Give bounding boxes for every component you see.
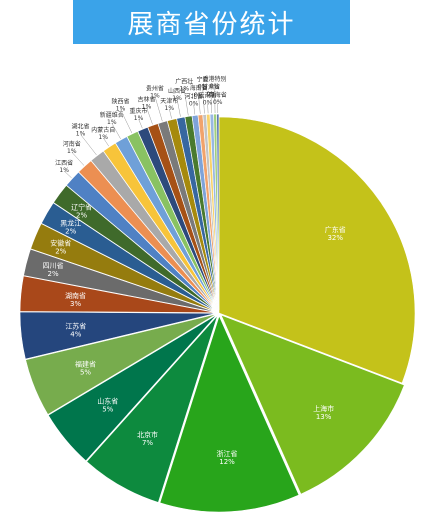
slice-name-label-23: 广西壮 — [175, 78, 193, 86]
slice-name-label-10: 黑龙江 — [60, 219, 81, 228]
slice-name-label-30: 青海省 — [209, 91, 227, 99]
slice-name-label-27: 云南省 — [199, 91, 217, 99]
slice-percent-label-13: 1% — [67, 148, 77, 155]
slice-name-label-11: 辽宁省 — [71, 202, 92, 211]
slice-percent-label-10: 2% — [65, 228, 76, 236]
slice-name-label-12: 江西省 — [55, 159, 73, 167]
slice-name-label-16: 新疆维吾 — [100, 111, 124, 119]
slice-name-label-24: 河北省 — [185, 93, 203, 101]
leader-line-22 — [176, 99, 181, 117]
leader-line-21 — [169, 108, 172, 119]
slice-percent-label-3: 7% — [142, 439, 153, 447]
slice-percent-label-7: 3% — [70, 300, 81, 308]
slice-percent-label-16: 1% — [107, 119, 117, 126]
slice-percent-label-26: 0% — [198, 84, 208, 91]
slice-percent-label-9: 2% — [55, 248, 66, 256]
slice-percent-label-19: 1% — [142, 103, 152, 110]
pie-slice-1 — [220, 314, 405, 495]
leader-line-19 — [146, 107, 153, 125]
slice-percent-label-24: 0% — [189, 101, 199, 108]
pie-slice-7 — [19, 275, 217, 314]
slice-percent-label-8: 2% — [48, 270, 59, 278]
slice-name-label-22: 山西省 — [168, 87, 186, 95]
slice-percent-label-12: 1% — [59, 167, 69, 174]
pie-slice-3 — [86, 315, 218, 503]
slice-percent-label-0: 32% — [327, 234, 343, 242]
slice-name-label-28: 甘肃省 — [202, 83, 220, 91]
slice-name-label-6: 江苏省 — [65, 321, 86, 330]
leader-line-13 — [71, 152, 85, 166]
slice-percent-label-29: 0% — [210, 83, 220, 90]
leader-line-17 — [120, 109, 133, 134]
leader-line-18 — [138, 118, 143, 129]
slice-name-label-20: 贵州省 — [146, 84, 164, 92]
leader-line-15 — [103, 137, 109, 147]
leader-line-20 — [154, 96, 163, 122]
pie-slice-30 — [216, 113, 220, 311]
slice-name-label-17: 陕西省 — [112, 98, 130, 106]
slice-name-label-19: 吉林省 — [138, 95, 156, 103]
pie-slice-9 — [30, 223, 217, 313]
leader-line-28 — [210, 95, 212, 114]
slice-percent-label-22: 1% — [172, 95, 182, 102]
slice-percent-label-4: 5% — [102, 406, 113, 414]
pie-chart: 广东省32%上海市13%浙江省12%北京市7%山东省5%福建省5%江苏省4%湖南… — [19, 75, 416, 513]
slice-name-label-2: 浙江省 — [217, 449, 238, 458]
pie-slice-10 — [40, 202, 217, 312]
leader-line-27 — [207, 103, 209, 114]
pie-slice-6 — [19, 311, 217, 360]
slice-name-label-7: 湖南省 — [65, 291, 86, 300]
slice-name-label-26: 宁夏 — [197, 76, 209, 84]
leader-line-12 — [64, 170, 72, 179]
slice-name-label-21: 天津市 — [160, 97, 178, 105]
slice-name-label-29: 香港特别 — [203, 75, 227, 83]
slice-percent-label-21: 1% — [165, 105, 175, 112]
slice-name-label-5: 福建省 — [75, 359, 96, 368]
leader-line-14 — [80, 134, 97, 156]
slice-percent-label-6: 4% — [70, 330, 81, 338]
pie-slice-8 — [23, 248, 217, 313]
slice-percent-label-25: 0% — [194, 92, 204, 99]
slice-percent-label-30: 0% — [213, 99, 223, 106]
slice-percent-label-23: 1% — [180, 86, 190, 93]
slice-name-label-3: 北京市 — [137, 430, 158, 439]
slice-percent-label-28: 0% — [206, 91, 216, 98]
pie-slice-5 — [25, 313, 217, 415]
slice-percent-label-1: 13% — [316, 413, 332, 421]
slice-name-label-13: 河南省 — [63, 140, 81, 148]
pie-slice-4 — [47, 314, 217, 462]
slice-name-label-0: 广东省 — [325, 225, 346, 234]
leader-line-25 — [198, 95, 201, 114]
slice-name-label-15: 内蒙古自 — [91, 126, 115, 134]
slice-percent-label-18: 1% — [134, 115, 144, 122]
slice-percent-label-17: 1% — [116, 106, 126, 113]
leader-line-26 — [202, 87, 205, 114]
slice-name-label-1: 上海市 — [313, 404, 334, 413]
slice-percent-label-14: 1% — [76, 130, 86, 137]
slice-percent-label-11: 2% — [76, 211, 87, 219]
leader-line-16 — [111, 123, 121, 139]
leader-line-23 — [184, 89, 189, 116]
slice-name-label-4: 山东省 — [97, 397, 118, 406]
pie-slice-11 — [53, 185, 217, 312]
slice-percent-label-27: 0% — [203, 99, 213, 106]
chart-title: 展商省份统计 — [73, 0, 350, 44]
leader-line-24 — [193, 104, 196, 115]
pie-slice-2 — [159, 315, 300, 513]
slice-name-label-14: 湖北省 — [72, 122, 90, 130]
slice-percent-label-15: 1% — [98, 134, 108, 141]
slice-name-label-8: 四川省 — [43, 261, 64, 270]
slice-percent-label-20: 1% — [150, 92, 160, 99]
slice-name-label-25: 海南省 — [190, 84, 208, 92]
pie-slice-0 — [218, 116, 416, 384]
slice-percent-label-2: 12% — [219, 458, 235, 466]
leader-line-29 — [214, 87, 216, 114]
slice-percent-label-5: 5% — [80, 368, 91, 376]
slice-name-label-18: 重庆市 — [130, 107, 148, 115]
slice-name-label-9: 安徽省 — [50, 239, 71, 248]
